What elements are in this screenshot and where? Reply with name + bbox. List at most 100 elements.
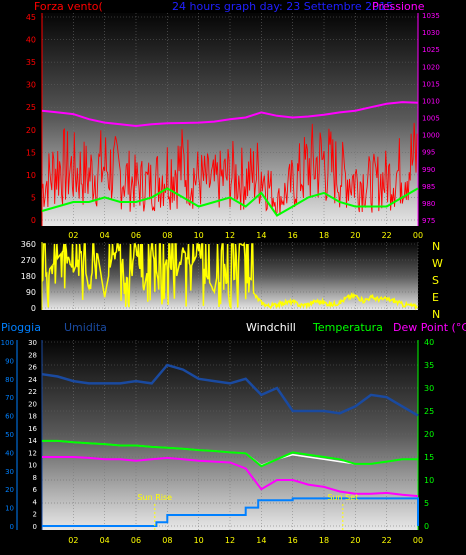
wind-tick-label: 25: [26, 103, 36, 112]
temperature-label: Temperatura: [312, 321, 383, 334]
direction-tick-label: 270: [21, 256, 36, 265]
direction-letter-w: W: [432, 257, 443, 270]
pressure-axis-title: Pressione: [372, 0, 425, 13]
climate-hour-label: 04: [100, 536, 110, 545]
dewpoint-label: Dew Point (°C): [393, 321, 466, 334]
wind-hour-label: 10: [194, 231, 204, 240]
rain-tick-label: 40: [5, 449, 14, 457]
rain-label: Pioggia: [1, 321, 41, 334]
wind-direction-series-line: [41, 241, 418, 311]
rain-tick-label: 10: [5, 505, 14, 513]
wind-tick-label: 40: [26, 36, 36, 45]
sunrise-label: Sun Rise: [137, 493, 172, 502]
pressure-tick-label: 995: [422, 149, 435, 157]
humidity-tick-label: 12: [28, 449, 37, 457]
humidity-tick-label: 18: [28, 413, 37, 421]
climate-hour-label: 12: [225, 536, 235, 545]
pressure-tick-label: 975: [422, 217, 435, 225]
rain-tick-label: 30: [5, 468, 14, 476]
wind-tick-label: 10: [26, 171, 36, 180]
humidity-tick-label: 28: [28, 351, 37, 359]
wind-hour-label: 00: [413, 231, 423, 240]
wind-tick-label: 0: [31, 216, 36, 225]
wind-hour-label: 22: [382, 231, 392, 240]
climate-hour-label: 06: [131, 536, 141, 545]
rain-tick-label: 80: [5, 376, 14, 384]
humidity-tick-label: 14: [28, 437, 37, 445]
humidity-tick-label: 10: [28, 462, 37, 470]
pressure-tick-label: 1035: [422, 12, 440, 20]
wind-hour-label: 08: [162, 231, 172, 240]
humidity-tick-label: 30: [28, 339, 37, 347]
humidity-tick-label: 8: [33, 474, 37, 482]
pressure-tick-label: 980: [422, 200, 435, 208]
pressure-series-line: [41, 101, 419, 128]
direction-tick-label: 360: [21, 240, 36, 249]
pressure-tick-label: 1010: [422, 97, 440, 105]
wind-hour-label: 14: [256, 231, 266, 240]
climate-hour-label: 20: [350, 536, 360, 545]
rain-series-line: [42, 497, 419, 527]
wind-axis-title: Forza vento(: [34, 0, 103, 13]
wind-tick-label: 15: [26, 148, 36, 157]
humidity-tick-label: 6: [33, 486, 38, 494]
climate-hour-label: 14: [256, 536, 266, 545]
climate-hour-label: 22: [382, 536, 392, 545]
axes: 0510152025303540459759809859909951000100…: [1, 12, 440, 545]
rain-tick-label: 60: [5, 413, 14, 421]
wind-hour-label: 02: [68, 231, 78, 240]
rain-tick-label: 50: [5, 431, 14, 439]
temperature-tick-label: 40: [424, 338, 434, 347]
humidity-tick-label: 26: [28, 364, 37, 372]
direction-letter-n-top: N: [432, 240, 440, 253]
graph-title: 24 hours graph day: 23 Settembre 2015: [172, 0, 393, 13]
climate-hour-label: 02: [68, 536, 78, 545]
temperature-tick-label: 20: [424, 430, 434, 439]
direction-letter-e: E: [432, 291, 439, 304]
climate-legend: Pioggia Umidita Windchill Temperatura De…: [1, 321, 466, 334]
temperature-tick-label: 5: [424, 499, 429, 508]
climate-hour-label: 10: [194, 536, 204, 545]
climate-hour-label: 18: [319, 536, 329, 545]
wind-hour-label: 12: [225, 231, 235, 240]
wind-hour-label: 18: [319, 231, 329, 240]
direction-tick-label: 90: [26, 288, 36, 297]
climate-hour-label: 08: [162, 536, 172, 545]
humidity-series-line: [41, 363, 419, 417]
pressure-tick-label: 1025: [422, 46, 440, 54]
wind-hour-label: 06: [131, 231, 141, 240]
wind-tick-label: 45: [26, 13, 36, 22]
humidity-tick-label: 22: [28, 388, 37, 396]
pressure-tick-label: 990: [422, 166, 435, 174]
wind-tick-label: 30: [26, 81, 36, 90]
windchill-label: Windchill: [246, 321, 296, 334]
temperature-tick-label: 35: [424, 361, 434, 370]
rain-tick-label: 100: [1, 339, 14, 347]
pressure-tick-label: 1005: [422, 115, 440, 123]
rain-tick-label: 70: [5, 394, 14, 402]
wind-tick-label: 5: [31, 193, 36, 202]
wind-tick-label: 20: [26, 126, 36, 135]
direction-legend: N W S E N: [432, 240, 443, 321]
wind-hour-label: 16: [288, 231, 298, 240]
wind-average-series-line: [41, 187, 419, 217]
direction-letter-n-bottom: N: [432, 308, 440, 321]
sunset-label: Sun Set: [327, 493, 358, 502]
pressure-tick-label: 985: [422, 183, 435, 191]
temperature-tick-label: 25: [424, 407, 434, 416]
rain-tick-label: 90: [5, 357, 14, 365]
pressure-tick-label: 1015: [422, 80, 440, 88]
wind-hour-label: 04: [100, 231, 110, 240]
temperature-tick-label: 10: [424, 476, 434, 485]
climate-hour-label: 00: [413, 536, 423, 545]
pressure-tick-label: 1000: [422, 132, 440, 140]
direction-tick-label: 180: [21, 272, 36, 281]
series: Sun Rise Sun Set: [41, 101, 419, 530]
wind-hour-label: 20: [350, 231, 360, 240]
pressure-tick-label: 1030: [422, 29, 440, 37]
temperature-tick-label: 15: [424, 453, 434, 462]
temperature-tick-label: 0: [424, 522, 429, 531]
humidity-tick-label: 24: [28, 376, 37, 384]
humidity-tick-label: 16: [28, 425, 37, 433]
